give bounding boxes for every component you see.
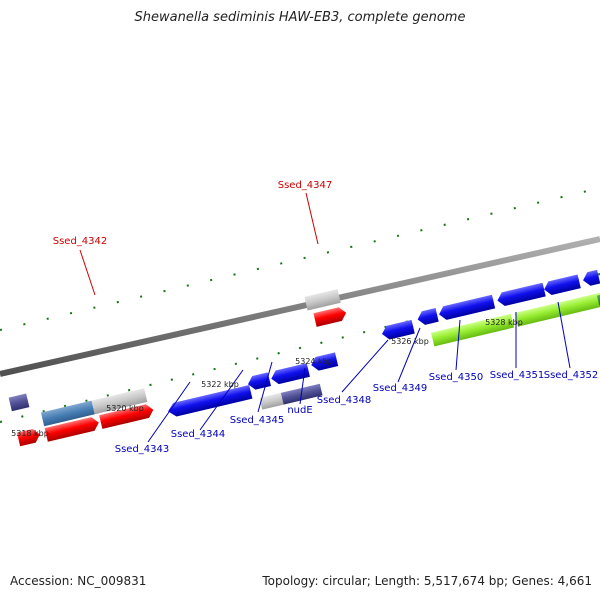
- gene-arrow-blue: [417, 308, 439, 325]
- scale-label: 5324 kbp: [295, 357, 333, 366]
- genome-backbone: [0, 236, 600, 377]
- gene-label-nude: nudE: [287, 405, 312, 416]
- gene-label-ssed-4343: Ssed_4343: [115, 444, 170, 455]
- gene-arrow-blue: [382, 319, 415, 340]
- rna-block-green: [514, 291, 600, 327]
- gene-block-gray-4345: [259, 392, 284, 410]
- gene-arrow-red: [99, 404, 154, 429]
- gene-arrow-red: [44, 417, 99, 442]
- gene-label-ssed-4349: Ssed_4349: [373, 383, 428, 394]
- inner-tick-row: [0, 273, 600, 423]
- gene-arrow-blue: [439, 294, 496, 320]
- scale-label: 5326 kbp: [391, 337, 429, 346]
- gene-label-ssed-4345: Ssed_4345: [230, 415, 285, 426]
- scale-label: 5328 kbp: [485, 318, 523, 327]
- rna-block-green: [431, 313, 515, 347]
- gene-arrow-blue: [168, 384, 253, 417]
- gene-block-gray: [91, 388, 148, 415]
- gene-label-ssed-4347: Ssed_4347: [278, 180, 333, 191]
- gene-label-ssed-4348: Ssed_4348: [317, 395, 372, 406]
- gene-label-ssed-4352: Ssed_4352: [544, 370, 599, 381]
- gene-arrow-red: [313, 307, 347, 327]
- gene-arrow-blue: [583, 269, 600, 286]
- gene-arrow-blue: [497, 282, 546, 307]
- gene-label-ssed-4351: Ssed_4351: [490, 370, 545, 381]
- accession-text: Accession: NC_009831: [10, 574, 147, 588]
- gene-block-gray-4347: [304, 289, 341, 311]
- gene-arrow-blue: [247, 372, 272, 390]
- gene-arrow-red: [16, 428, 40, 447]
- gene-block-steel: [40, 400, 95, 427]
- gene-arrow-blue: [271, 363, 310, 385]
- scale-label: 5322 kbp: [201, 380, 239, 389]
- scale-labels: 5318 kbp 5320 kbp 5322 kbp 5324 kbp 5326…: [11, 318, 523, 438]
- gene-arrow-blue: [544, 274, 581, 295]
- gene-label-ssed-4344: Ssed_4344: [171, 429, 226, 440]
- callout-lines: [79, 192, 571, 443]
- gene-labels: Ssed_4342 Ssed_4347 Ssed_4343 Ssed_4344 …: [53, 180, 599, 455]
- scale-label: 5318 kbp: [11, 429, 49, 438]
- gene-track-reverse: [168, 269, 600, 417]
- gene-label-ssed-4342: Ssed_4342: [53, 236, 108, 247]
- genome-summary-text: Topology: circular; Length: 5,517,674 bp…: [262, 574, 592, 588]
- scale-label: 5320 kbp: [106, 404, 144, 413]
- gene-track-top: [8, 289, 341, 427]
- gene-arrow-blue: [311, 352, 339, 371]
- gene-block-purple: [8, 393, 30, 412]
- gene-label-ssed-4350: Ssed_4350: [429, 372, 484, 383]
- map-title: Shewanella sediminis HAW-EB3, complete g…: [134, 10, 466, 25]
- gene-track-forward: [16, 307, 347, 447]
